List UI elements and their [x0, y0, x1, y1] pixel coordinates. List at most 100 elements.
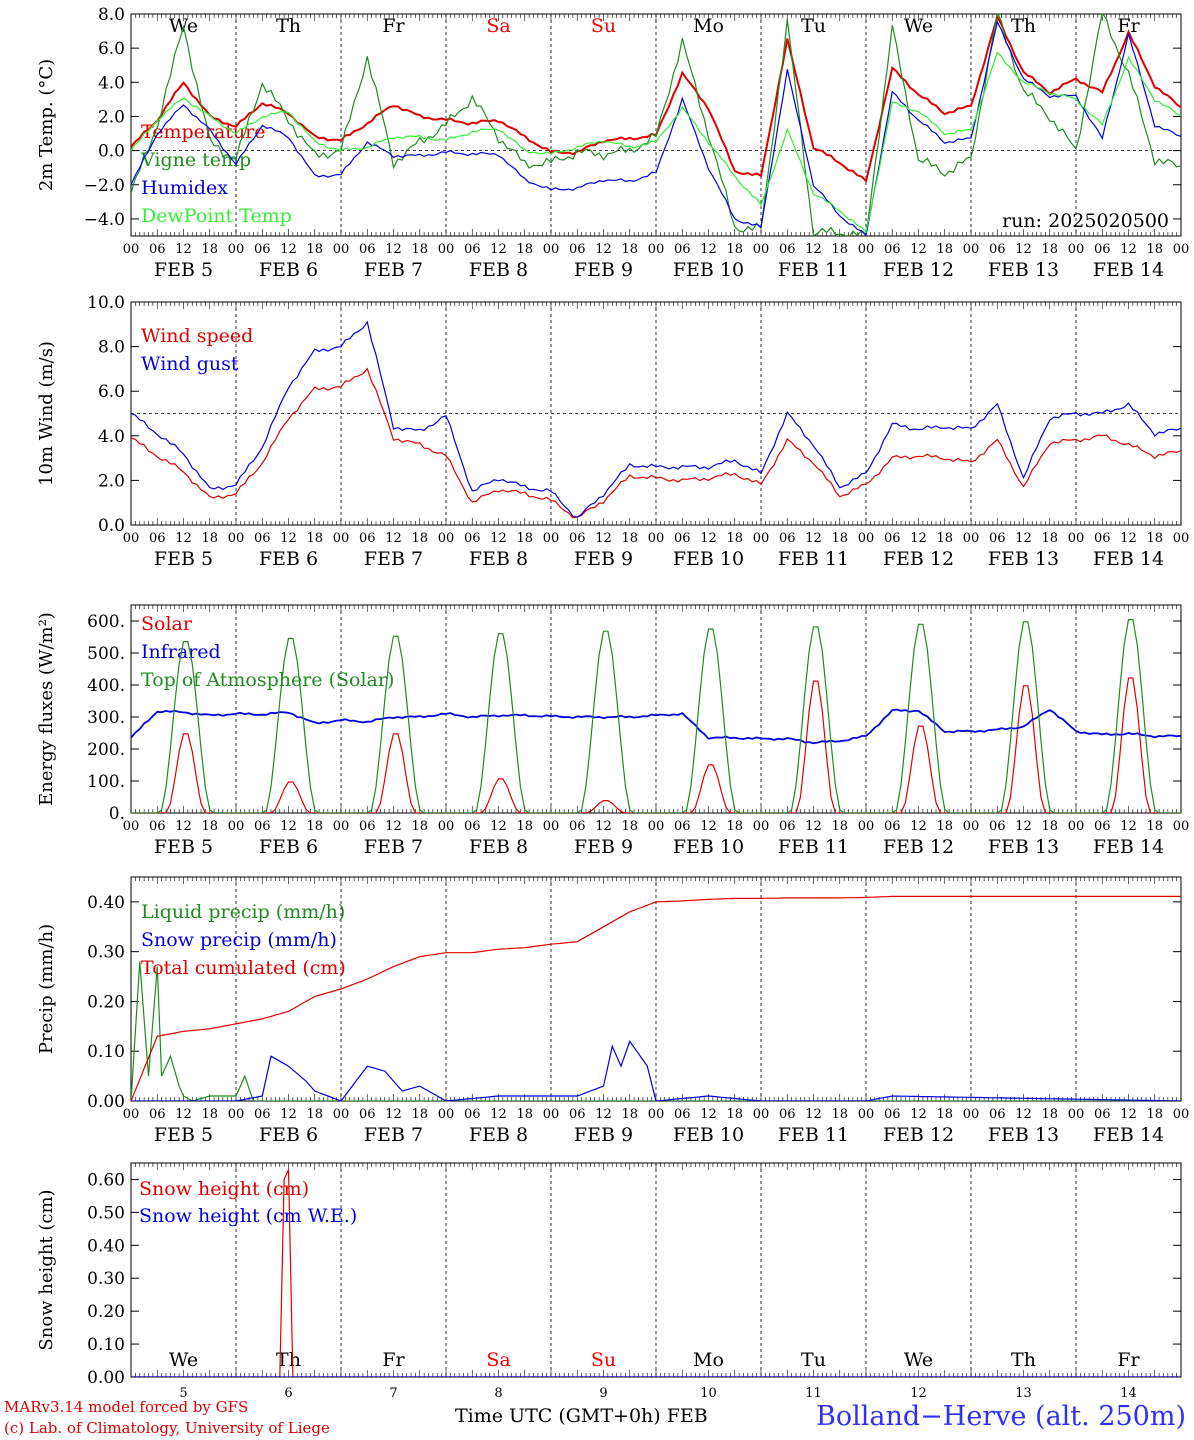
- y-tick-label: 0.50: [87, 1203, 125, 1223]
- y-tick-label: 4.0: [98, 73, 125, 93]
- x-tick-label: 18: [201, 819, 218, 834]
- x-tick-label: 06: [989, 1107, 1006, 1122]
- x-tick-label: 06: [569, 531, 586, 546]
- weekday-label: We: [169, 1349, 198, 1371]
- x-tick-label: 06: [674, 531, 691, 546]
- x-tick-label: 12: [385, 819, 402, 834]
- x-tick-label: 18: [201, 242, 218, 257]
- series-line-liquid-precip-mm-h-: [131, 961, 1181, 1101]
- run-annotation: run: 2025020500: [1002, 210, 1169, 232]
- x-tick-label: 00: [648, 242, 665, 257]
- panel-4: 0.40 0.30 0.20 0.10 0.00 Precip (mm/h) 00 06 12 1…: [36, 876, 1190, 1146]
- x-tick-label: 12: [910, 819, 927, 834]
- x-tick-label: 18: [1041, 819, 1058, 834]
- y-tick-label: 300.: [87, 708, 125, 728]
- series-line-humidex: [131, 20, 1181, 236]
- x-tick-label: 18: [726, 531, 743, 546]
- x-tick-label: 00: [1173, 1107, 1190, 1122]
- x-tick-label: 12: [1015, 1107, 1032, 1122]
- x-tick-label: 12: [280, 242, 297, 257]
- x-tick-label: 06: [674, 1107, 691, 1122]
- x-day-label: FEB 7: [364, 548, 423, 570]
- x-tick-label: 06: [884, 1107, 901, 1122]
- x-day-label: FEB 14: [1093, 548, 1164, 570]
- weekday-label: Th: [276, 1349, 301, 1371]
- x-tick-label: 18: [1041, 1107, 1058, 1122]
- weekday-label: Th: [276, 15, 301, 37]
- x-day-number: 11: [805, 1386, 822, 1401]
- y-tick-label: 0.: [109, 804, 125, 824]
- x-tick-label: 00: [543, 1107, 560, 1122]
- x-day-label: FEB 11: [778, 259, 849, 281]
- x-day-label: FEB 7: [364, 259, 423, 281]
- y-tick-label: 0.00: [87, 1368, 125, 1388]
- x-day-label: FEB 7: [364, 1124, 423, 1146]
- legend-entry: Snow height (cm): [139, 1178, 309, 1200]
- x-tick-label: 00: [963, 531, 980, 546]
- lab-credit: (c) Lab. of Climatology, University of L…: [4, 1419, 330, 1437]
- x-tick-label: 18: [1146, 242, 1163, 257]
- x-day-label: FEB 5: [154, 548, 213, 570]
- x-tick-label: 12: [700, 1107, 717, 1122]
- x-tick-label: 06: [359, 242, 376, 257]
- x-tick-label: 06: [149, 531, 166, 546]
- y-tick-label: 0.20: [87, 1302, 125, 1322]
- x-tick-label: 18: [621, 242, 638, 257]
- x-tick-label: 12: [490, 819, 507, 834]
- x-day-number: 14: [1120, 1386, 1137, 1401]
- x-tick-label: 06: [254, 1107, 271, 1122]
- x-tick-label: 18: [726, 242, 743, 257]
- x-tick-label: 12: [595, 242, 612, 257]
- y-axis-label: Energy fluxes (W/m²): [36, 612, 57, 806]
- x-day-number: 5: [179, 1386, 187, 1401]
- x-tick-label: 00: [753, 531, 770, 546]
- x-tick-label: 00: [333, 819, 350, 834]
- y-tick-label: 0.30: [87, 1269, 125, 1289]
- x-tick-label: 06: [989, 242, 1006, 257]
- legend-entry: Infrared: [141, 641, 221, 663]
- x-tick-label: 18: [621, 819, 638, 834]
- y-tick-label: 2.0: [98, 471, 125, 491]
- x-day-label: FEB 8: [469, 548, 528, 570]
- x-tick-label: 06: [884, 531, 901, 546]
- x-tick-label: 06: [674, 819, 691, 834]
- x-tick-label: 06: [779, 531, 796, 546]
- series-line-top-of-atmosphere-solar-: [131, 619, 1181, 813]
- x-day-label: FEB 14: [1093, 1124, 1164, 1146]
- x-tick-label: 18: [411, 531, 428, 546]
- x-tick-label: 00: [858, 819, 875, 834]
- y-tick-label: 2.0: [98, 107, 125, 127]
- x-tick-label: 18: [516, 1107, 533, 1122]
- y-tick-label: 0.40: [87, 1236, 125, 1256]
- x-day-label: FEB 9: [574, 836, 633, 858]
- x-tick-label: 12: [175, 531, 192, 546]
- y-axis-label: 2m Temp. (°C): [36, 59, 57, 191]
- x-tick-label: 06: [779, 1107, 796, 1122]
- y-tick-label: −4.0: [84, 210, 125, 230]
- x-day-label: FEB 8: [469, 259, 528, 281]
- x-day-label: FEB 12: [883, 259, 954, 281]
- x-tick-label: 00: [228, 819, 245, 834]
- x-tick-label: 00: [543, 531, 560, 546]
- x-tick-label: 12: [385, 531, 402, 546]
- x-day-label: FEB 5: [154, 836, 213, 858]
- x-tick-label: 06: [569, 1107, 586, 1122]
- x-tick-label: 00: [1068, 819, 1085, 834]
- panel-2: 10.0 8.0 6.0 4.0 2.0 0.0 10m Wind (m/s) 00 06 12 1…: [36, 293, 1189, 570]
- x-tick-label: 06: [149, 819, 166, 834]
- x-tick-label: 18: [726, 819, 743, 834]
- x-tick-label: 06: [884, 819, 901, 834]
- x-tick-label: 12: [805, 1107, 822, 1122]
- y-axis-label: Precip (mm/h): [36, 924, 57, 1054]
- x-day-label: FEB 5: [154, 1124, 213, 1146]
- x-tick-label: 18: [516, 242, 533, 257]
- series-line-snow-precip-mm-h-: [131, 1039, 1181, 1101]
- x-tick-label: 06: [464, 531, 481, 546]
- x-tick-label: 18: [831, 1107, 848, 1122]
- x-tick-label: 06: [779, 242, 796, 257]
- x-tick-label: 12: [1015, 242, 1032, 257]
- legend-entry: Vigne temp: [140, 149, 251, 171]
- panel-1: 8.0 6.0 4.0 2.0 0.0 −2.0 −4.0 2m Temp. (°C) 00 06…: [36, 5, 1189, 281]
- weekday-label: Sa: [486, 1349, 510, 1371]
